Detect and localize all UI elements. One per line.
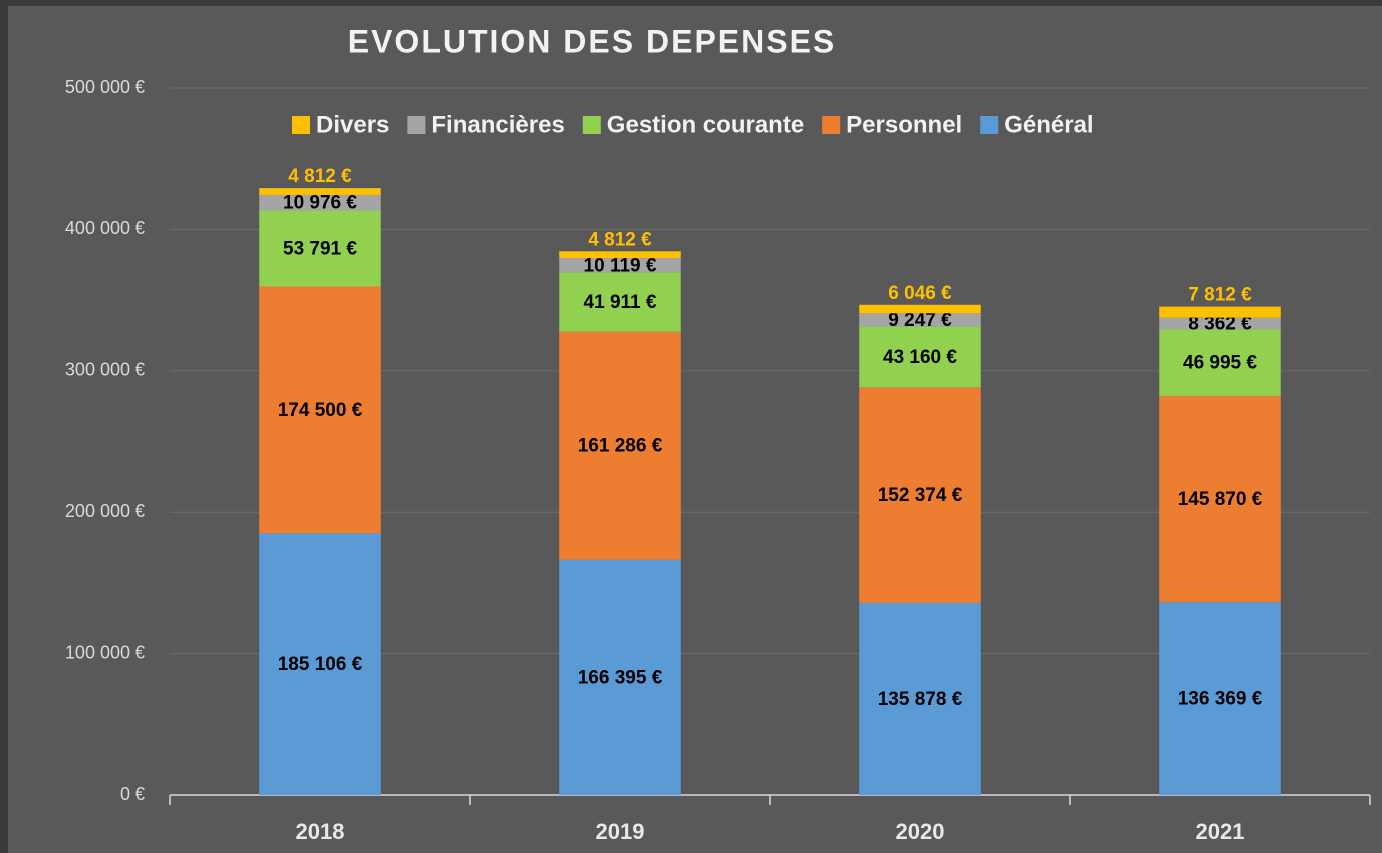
data-label: 136 369 € (1178, 689, 1263, 710)
x-tick-label: 2018 (296, 819, 345, 844)
data-label: 135 878 € (878, 689, 963, 710)
data-label: 174 500 € (278, 400, 363, 421)
bar-segment (1159, 329, 1281, 396)
y-tick-label: 400 000 € (65, 218, 145, 238)
bar-segment (259, 286, 381, 534)
data-label: 4 812 € (588, 229, 652, 250)
data-label: 152 374 € (878, 485, 963, 506)
data-label: 145 870 € (1178, 489, 1263, 510)
data-label: 41 911 € (584, 292, 657, 313)
bar-segment (859, 387, 981, 603)
bar-segment (1159, 317, 1281, 330)
bar-segment (859, 326, 981, 388)
bar-segment (859, 602, 981, 795)
y-tick-label: 100 000 € (65, 642, 145, 662)
legend-label: Gestion courante (607, 111, 804, 138)
y-tick-label: 0 € (120, 784, 145, 804)
legend-label: Divers (316, 111, 389, 138)
bar-segment (259, 533, 381, 795)
bar-segment (859, 313, 981, 327)
y-tick-label: 200 000 € (65, 501, 145, 521)
legend-swatch (980, 116, 999, 134)
x-tick-label: 2020 (896, 819, 945, 844)
bar-segment (259, 210, 381, 287)
data-label: 6 046 € (888, 283, 952, 304)
chart-area (8, 6, 1382, 853)
y-tick-label: 300 000 € (65, 360, 145, 380)
legend-label: Personnel (846, 111, 962, 138)
legend-swatch (292, 116, 310, 134)
bar-segment (559, 251, 681, 259)
data-label: 53 791 € (283, 239, 357, 260)
data-label: 10 976 € (283, 193, 357, 214)
bar-segment (559, 331, 681, 560)
data-label: 8 362 € (1188, 314, 1252, 335)
bar-segment (1159, 395, 1281, 603)
data-label: 4 812 € (288, 166, 352, 187)
legend-swatch (582, 116, 601, 134)
data-label: 10 119 € (584, 255, 657, 276)
bar-segment (259, 188, 381, 195)
data-label: 46 995 € (1183, 353, 1257, 374)
bar-segment (859, 304, 981, 314)
data-label: 166 395 € (578, 667, 663, 688)
x-tick-label: 2019 (596, 819, 645, 844)
bar-segment (259, 194, 381, 211)
legend-label: Financières (431, 111, 564, 138)
data-label: 185 106 € (278, 654, 363, 675)
chart-title: EVOLUTION DES DEPENSES (348, 23, 837, 59)
legend-swatch (407, 116, 426, 134)
data-label: 7 812 € (1188, 285, 1252, 306)
data-label: 9 247 € (888, 310, 952, 331)
legend-label: Général (1004, 111, 1093, 138)
legend-swatch (822, 116, 841, 134)
bar-segment (1159, 602, 1281, 795)
y-tick-label: 500 000 € (65, 77, 145, 97)
bar-segment (559, 258, 681, 273)
data-label: 161 286 € (578, 436, 663, 457)
data-label: 43 160 € (883, 347, 957, 368)
bar-segment (1159, 306, 1281, 318)
bar-segment (559, 272, 681, 332)
bar-segment (559, 559, 681, 795)
x-tick-label: 2021 (1196, 819, 1245, 844)
